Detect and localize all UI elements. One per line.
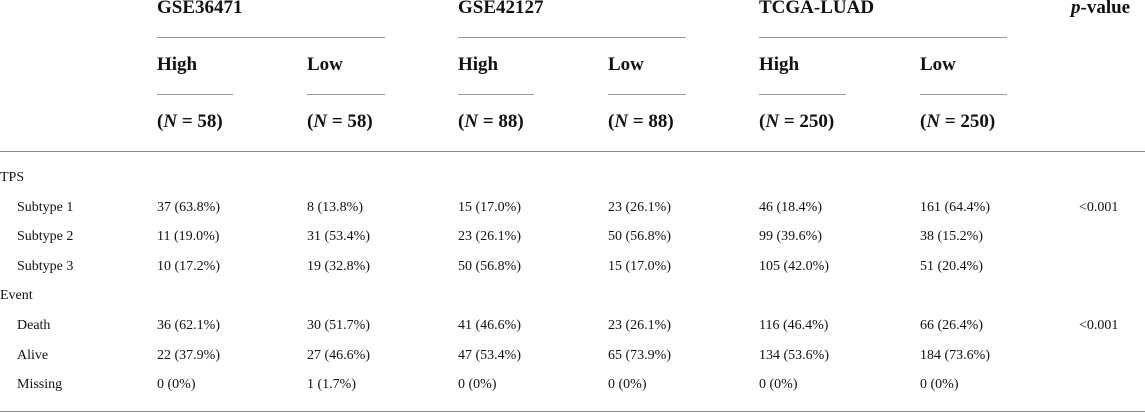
- dataset-header-tcga-luad: TCGA-LUAD: [759, 0, 875, 18]
- table-cell: 23 (26.1%): [458, 229, 521, 244]
- pvalue-header: p-value: [1071, 0, 1130, 19]
- table-cell: 50 (56.8%): [608, 229, 671, 244]
- dataset-span-rule: [759, 37, 1007, 38]
- sample-size-cell: (N = 58): [307, 111, 373, 132]
- group-header-low: Low: [307, 54, 343, 75]
- row-label: Subtype 3: [17, 259, 74, 274]
- table-cell: 0 (0%): [458, 377, 497, 392]
- table-cell: 15 (17.0%): [458, 200, 521, 215]
- section-label: TPS: [0, 170, 25, 185]
- table-cell: 105 (42.0%): [759, 259, 829, 274]
- table-cell: 15 (17.0%): [608, 259, 671, 274]
- table-cell: 184 (73.6%): [920, 348, 990, 363]
- table-cell: 99 (39.6%): [759, 229, 822, 244]
- table-cell: 1 (1.7%): [307, 377, 356, 392]
- dataset-header-gse36471: GSE36471: [157, 0, 243, 18]
- table-cell: 27 (46.6%): [307, 348, 370, 363]
- group-header-high: High: [458, 54, 499, 75]
- table-cell: 51 (20.4%): [920, 259, 983, 274]
- row-label: Death: [17, 318, 51, 333]
- group-header-high: High: [157, 54, 198, 75]
- table-cell: 46 (18.4%): [759, 200, 822, 215]
- table-cell: 0 (0%): [920, 377, 959, 392]
- table-cell: 161 (64.4%): [920, 200, 990, 215]
- table-cell: 0 (0%): [157, 377, 196, 392]
- pvalue-cell: <0.001: [1079, 318, 1119, 333]
- group-header-low: Low: [608, 54, 644, 75]
- group-header-high: High: [759, 54, 800, 75]
- row-label: Missing: [17, 377, 63, 392]
- dataset-header-gse42127: GSE42127: [458, 0, 544, 18]
- section-label: Event: [0, 288, 33, 303]
- group-rule: [157, 94, 233, 95]
- table-bottom-rule: [0, 411, 1145, 412]
- table-cell: 47 (53.4%): [458, 348, 521, 363]
- table-cell: 36 (62.1%): [157, 318, 220, 333]
- table-cell: 30 (51.7%): [307, 318, 370, 333]
- sample-size-cell: (N = 250): [920, 111, 996, 132]
- group-rule: [608, 94, 686, 95]
- header-bottom-rule: [0, 151, 1145, 152]
- table-cell: 8 (13.8%): [307, 200, 363, 215]
- table-cell: 116 (46.4%): [759, 318, 829, 333]
- table-cell: 37 (63.8%): [157, 200, 220, 215]
- table-cell: 19 (32.8%): [307, 259, 370, 274]
- group-rule: [920, 94, 1007, 95]
- table-cell: 22 (37.9%): [157, 348, 220, 363]
- table-cell: 23 (26.1%): [608, 200, 671, 215]
- table-cell: 134 (53.6%): [759, 348, 829, 363]
- pvalue-header-rest: -value: [1080, 0, 1131, 18]
- group-rule: [307, 94, 385, 95]
- sample-size-cell: (N = 250): [759, 111, 835, 132]
- dataset-span-rule: [157, 37, 385, 38]
- pvalue-header-p: p: [1071, 0, 1081, 18]
- row-label: Subtype 2: [17, 229, 74, 244]
- table-cell: 0 (0%): [608, 377, 647, 392]
- group-rule: [759, 94, 846, 95]
- sample-size-cell: (N = 58): [157, 111, 223, 132]
- table-cell: 41 (46.6%): [458, 318, 521, 333]
- table-cell: 38 (15.2%): [920, 229, 983, 244]
- dataset-span-rule: [458, 37, 686, 38]
- pvalue-cell: <0.001: [1079, 200, 1119, 215]
- row-label: Alive: [17, 348, 49, 363]
- table-cell: 50 (56.8%): [458, 259, 521, 274]
- table-cell: 66 (26.4%): [920, 318, 983, 333]
- sample-size-cell: (N = 88): [608, 111, 674, 132]
- row-label: Subtype 1: [17, 200, 74, 215]
- table-cell: 65 (73.9%): [608, 348, 671, 363]
- table-cell: 31 (53.4%): [307, 229, 370, 244]
- table-cell: 10 (17.2%): [157, 259, 220, 274]
- group-header-low: Low: [920, 54, 956, 75]
- sample-size-cell: (N = 88): [458, 111, 524, 132]
- table-cell: 0 (0%): [759, 377, 798, 392]
- group-rule: [458, 94, 534, 95]
- table-cell: 11 (19.0%): [157, 229, 220, 244]
- table-cell: 23 (26.1%): [608, 318, 671, 333]
